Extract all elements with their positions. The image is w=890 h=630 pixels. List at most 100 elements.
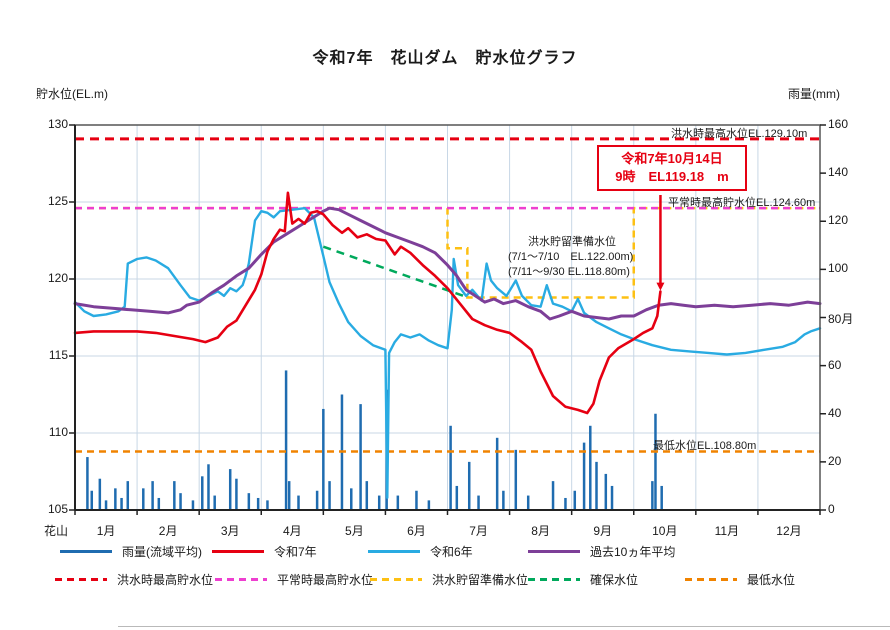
legend-item-平常時最高貯水位: 平常時最高貯水位	[215, 571, 373, 588]
callout-arrowhead	[656, 282, 665, 291]
legend-dashed-swatch	[685, 578, 737, 581]
bottom-rule	[118, 626, 890, 627]
flood-max-level-label: 洪水時最高水位EL.129.10m	[671, 128, 808, 140]
rain-bar	[90, 490, 94, 510]
legend-label: 確保水位	[590, 573, 639, 587]
legend-label: 令和6年	[430, 545, 473, 559]
y-right-tick-label: 140	[828, 165, 849, 180]
x-month-label: 4月	[282, 524, 302, 538]
y-right-axis-title: 雨量(mm)	[788, 87, 840, 101]
current-level-callout: 令和7年10月14日 9時 EL119.18 m	[597, 145, 747, 191]
legend-item-確保水位: 確保水位	[528, 571, 638, 588]
rain-bar	[415, 490, 418, 510]
rain-bar	[396, 495, 400, 510]
legend-label: 過去10ヵ年平均	[590, 545, 676, 559]
rain-bar	[157, 497, 161, 510]
y-right-tick-label: 20	[828, 453, 842, 468]
rain-bar	[328, 481, 331, 510]
rain-bar	[502, 490, 505, 510]
rain-bar	[604, 473, 608, 510]
legend-dashed-swatch	[528, 578, 580, 581]
rain-bar	[350, 488, 353, 510]
rain-bar	[256, 497, 260, 510]
x-month-label: 12月	[776, 524, 802, 538]
legend-line-swatch	[212, 550, 264, 553]
legend-label: 洪水時最高貯水位	[117, 573, 214, 587]
rain-bar	[142, 488, 145, 510]
legend-row-reference: 洪水時最高貯水位 平常時最高貯水位 洪水貯留準備水位 確保水位 最低水位	[0, 571, 890, 591]
callout-date: 令和7年10月14日	[621, 151, 723, 166]
rain-bar	[126, 481, 130, 510]
legend-line-swatch	[60, 550, 112, 553]
legend-label: 令和7年	[274, 545, 317, 559]
rain-bar	[610, 485, 614, 510]
rain-bar	[359, 404, 362, 510]
min-level-label: 最低水位EL.108.80m	[653, 440, 757, 452]
legend-label: 最低水位	[747, 573, 796, 587]
normal-max-level-label: 平常時最高貯水位EL.124.60m	[668, 197, 816, 209]
legend-item-雨量(流域平均): 雨量(流域平均)	[60, 543, 202, 560]
x-month-label: 11月	[714, 524, 740, 538]
rain-bar	[173, 481, 176, 510]
rain-bar	[247, 493, 251, 510]
rain-bar	[114, 488, 117, 510]
y-right-tick-label: 60	[828, 357, 842, 372]
rain-bar	[651, 481, 654, 510]
rain-bar	[86, 457, 89, 510]
legend-line-swatch	[528, 550, 580, 553]
flood-prep-line	[75, 206, 820, 299]
y-left-tick-label: 110	[48, 425, 68, 439]
legend-row-series: 雨量(流域平均) 令和7年 令和6年 過去10ヵ年平均	[0, 543, 890, 563]
rain-bar	[582, 442, 586, 510]
legend-line-swatch	[368, 550, 420, 553]
y-left-tick-label: 125	[47, 194, 68, 208]
x-month-label: 3月	[220, 524, 240, 538]
rain-bar	[551, 481, 555, 510]
rain-bar	[235, 478, 238, 510]
y-right-tick-label: 120	[828, 213, 849, 228]
y-right-tick-label: 100	[828, 261, 849, 276]
rain-bar	[564, 497, 567, 510]
rain-bar	[284, 370, 288, 510]
flood-prep-level-note: 洪水貯留準備水位 (7/1～7/10 EL.122.00m) (7/11～9/3…	[508, 235, 633, 280]
legend-item-令和7年: 令和7年	[212, 543, 317, 560]
rain-bar	[660, 485, 663, 510]
kakuho-line	[322, 245, 469, 299]
rain-bar	[228, 469, 232, 510]
rain-bar	[104, 500, 108, 510]
x-origin-label: 花山	[43, 524, 68, 538]
legend-item-令和6年: 令和6年	[368, 543, 473, 560]
rain-bar	[315, 490, 319, 510]
callout-value: 9時 EL119.18 m	[615, 169, 729, 184]
rain-bar	[287, 481, 291, 510]
flood-prep-note-title: 洪水貯留準備水位	[528, 236, 616, 248]
flood-prep-note-line1: (7/1～7/10 EL.122.00m)	[508, 251, 634, 263]
series-reiwa7	[73, 191, 662, 415]
legend-item-洪水貯留準備水位: 洪水貯留準備水位	[370, 571, 528, 588]
y-right-tick-label: 40	[828, 405, 842, 420]
series-10yr-average	[73, 206, 822, 321]
y-left-tick-label: 115	[48, 348, 68, 362]
rain-bar	[514, 449, 518, 510]
chart-canvas	[69, 124, 826, 515]
rain-bar	[455, 485, 459, 510]
rain-bar	[377, 495, 381, 510]
rain-bar	[151, 481, 154, 510]
legend-item-最低水位: 最低水位	[685, 571, 795, 588]
x-month-label: 10月	[652, 524, 678, 538]
y-right-tick-label: 160	[828, 117, 849, 131]
rain-bar	[266, 500, 269, 510]
y-right-tick-label: 0	[828, 502, 835, 516]
rain-bar	[589, 425, 592, 510]
x-month-label: 1月	[96, 524, 116, 538]
y-left-tick-label: 105	[47, 502, 68, 516]
y-left-axis-title: 貯水位(EL.m)	[36, 87, 109, 101]
legend-item-過去10ヵ年平均: 過去10ヵ年平均	[528, 543, 675, 560]
rain-bar	[654, 413, 657, 510]
x-month-label: 5月	[345, 524, 364, 538]
flood-prep-note-line2: (7/11～9/30 EL.118.80m)	[508, 266, 630, 278]
rain-bar	[201, 476, 204, 510]
y-right-tick-label: 80月	[828, 311, 854, 326]
rain-bar	[322, 408, 325, 510]
